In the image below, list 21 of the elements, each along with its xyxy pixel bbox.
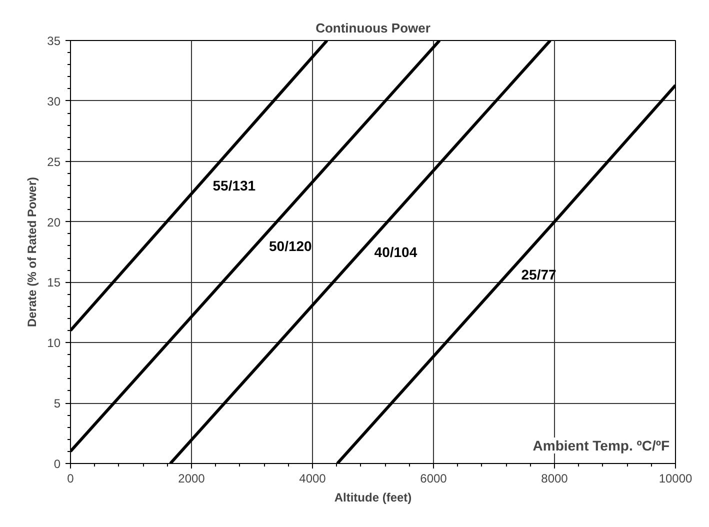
x-tick-label: 0 (67, 472, 74, 486)
x-tick-label: 2000 (178, 472, 206, 486)
annotation: Ambient Temp. ºC/ºF (532, 438, 670, 454)
y-tick-label: 5 (54, 396, 61, 411)
y-tick-label: 30 (47, 94, 61, 108)
x-tick-label: 10000 (658, 472, 693, 486)
y-tick-label: 10 (47, 336, 61, 350)
x-axis-title: Altitude (feet) (334, 490, 412, 504)
y-tick-label: 25 (47, 154, 61, 169)
y-axis-title: Derate (% of Rated Power) (25, 176, 40, 328)
series-label: 40/104 (374, 244, 418, 260)
y-tick-label: 35 (47, 34, 61, 48)
series-label: 55/131 (212, 178, 256, 194)
series-label: 50/120 (269, 238, 312, 254)
x-tick-label: 6000 (420, 472, 448, 486)
y-tick-label: 0 (54, 457, 61, 471)
x-tick-label: 4000 (299, 472, 326, 486)
y-tick-label: 20 (47, 215, 61, 230)
x-tick-label: 8000 (541, 472, 568, 486)
chart-title: Continuous Power (316, 20, 430, 36)
y-tick-label: 15 (47, 276, 61, 290)
